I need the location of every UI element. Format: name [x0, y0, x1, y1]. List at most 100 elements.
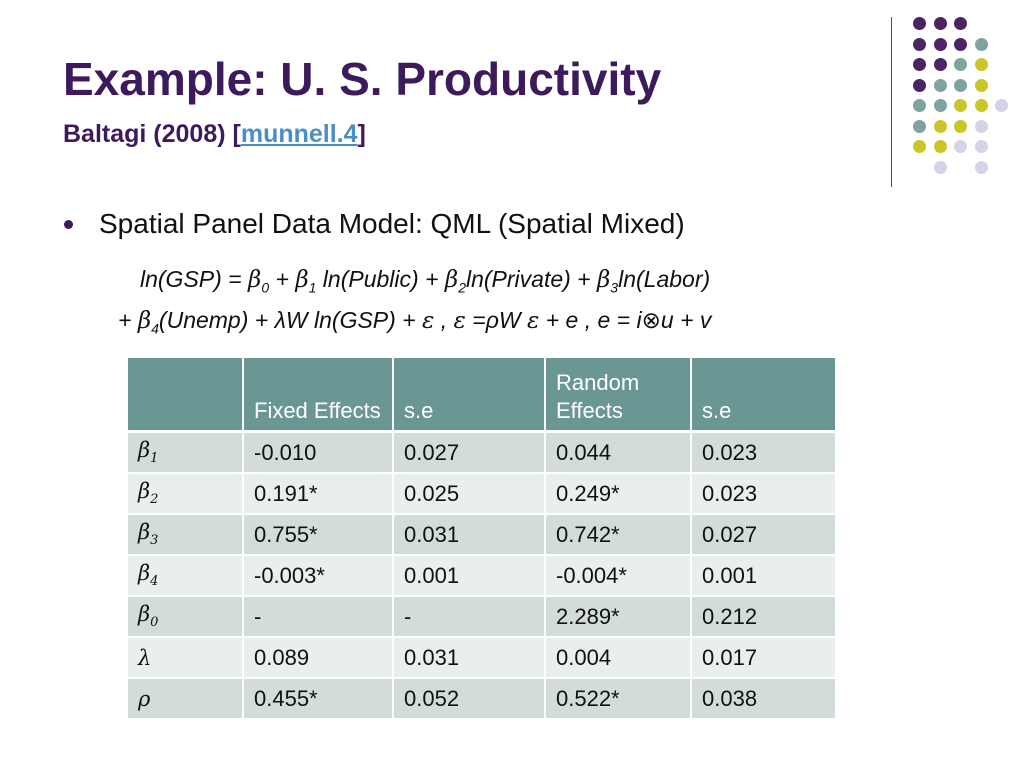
- eq-rho-w: =ρW: [465, 307, 527, 333]
- random-effect-se: 0.001: [691, 555, 837, 597]
- eq-beta-0: β: [248, 267, 262, 293]
- table-row: β4 -0.003* 0.001 -0.004* 0.001: [128, 555, 837, 597]
- param-subscript: 3: [150, 533, 159, 549]
- random-effect-value: -0.004*: [545, 555, 692, 597]
- fixed-effect-value: -: [243, 596, 394, 638]
- param-cell: β2: [128, 473, 244, 515]
- decorative-dot: [933, 160, 947, 174]
- header-fe-se: s.e: [393, 358, 546, 433]
- decorative-dot: [954, 119, 967, 133]
- decorative-dot: [933, 37, 947, 51]
- random-effect-value: 0.742*: [545, 514, 692, 556]
- table-row: λ 0.089 0.031 0.004 0.017: [128, 637, 837, 679]
- fixed-effect-se: 0.031: [393, 514, 546, 556]
- fixed-effect-se: -: [393, 596, 546, 638]
- eq-plus: +: [269, 266, 296, 292]
- munnell-link[interactable]: munnell.4: [240, 120, 358, 148]
- param-symbol: λ: [138, 645, 152, 670]
- fixed-effect-se: 0.031: [393, 637, 546, 679]
- decorative-dot: [954, 17, 967, 30]
- header-random-effects: Random Effects: [545, 358, 692, 433]
- table-row: β3 0.755* 0.031 0.742* 0.027: [128, 514, 837, 556]
- random-effect-se: 0.023: [691, 473, 837, 515]
- decorative-dot: [933, 78, 947, 92]
- header-fixed-effects: Fixed Effects: [243, 358, 394, 433]
- param-cell: β3: [128, 514, 244, 556]
- equation-line-2: + β4(Unemp) + λW ln(GSP) + ε , ε =ρW ε +…: [118, 309, 711, 336]
- param-cell: λ: [128, 637, 244, 679]
- param-cell: β1: [128, 431, 244, 474]
- eq-term-private: ln(Private) +: [465, 266, 597, 292]
- bullet-text: Spatial Panel Data Model: QML (Spatial M…: [99, 208, 685, 239]
- slide-title: Example: U. S. Productivity: [63, 53, 662, 105]
- eq-beta-3: β: [597, 267, 611, 293]
- param-cell: β4: [128, 555, 244, 597]
- subtitle-prefix: Baltagi (2008) [: [63, 120, 241, 148]
- decorative-dot: [995, 99, 1008, 112]
- decorative-dot: [933, 140, 947, 153]
- param-subscript: 1: [150, 451, 159, 467]
- decorative-dot: [954, 99, 967, 112]
- param-symbol: β: [138, 438, 151, 463]
- param-subscript: 4: [150, 574, 159, 590]
- decorative-dot: [954, 140, 967, 153]
- decorative-dot: [913, 17, 926, 30]
- random-effect-value: 0.522*: [545, 678, 692, 720]
- eq-comma: ,: [434, 307, 454, 333]
- param-symbol: β: [138, 479, 151, 504]
- fixed-effect-value: 0.089: [243, 637, 394, 679]
- decorative-dot: [913, 99, 926, 112]
- decorative-dot: [913, 78, 926, 92]
- table-header-row: Fixed Effects s.e Random Effects s.e: [128, 358, 837, 433]
- table-row: β2 0.191* 0.025 0.249* 0.023: [128, 473, 837, 515]
- random-effect-se: 0.038: [691, 678, 837, 720]
- random-effect-se: 0.027: [691, 514, 837, 556]
- eq-sub-0: 0: [261, 279, 270, 296]
- decorative-dot: [933, 58, 947, 71]
- eq-sub-3: 3: [610, 279, 619, 296]
- param-symbol: ρ: [138, 686, 151, 711]
- header-re-se: s.e: [691, 358, 837, 433]
- header-param: [128, 358, 244, 433]
- decorative-dot: [974, 119, 988, 133]
- decorative-dot: [974, 160, 988, 174]
- fixed-effect-value: 0.755*: [243, 514, 394, 556]
- param-subscript: 0: [150, 615, 159, 631]
- eq-beta-2: β: [444, 267, 459, 293]
- decorative-dot: [933, 17, 947, 30]
- table-body: β1 -0.010 0.027 0.044 0.023 β2 0.191* 0.025 0.24…: [128, 431, 837, 720]
- eq-lhs: ln(GSP) =: [140, 266, 249, 292]
- table-row: ρ 0.455* 0.052 0.522* 0.038: [128, 678, 837, 720]
- param-symbol: β: [138, 602, 151, 627]
- eq-lead: +: [118, 307, 138, 333]
- param-cell: β0: [128, 596, 244, 638]
- eq-sub-4: 4: [151, 320, 159, 337]
- decorative-dot: [913, 58, 926, 71]
- random-effect-value: 2.289*: [545, 596, 692, 638]
- decorative-dot: [974, 78, 988, 92]
- slide-subtitle: Baltagi (2008) [munnell.4]: [63, 119, 366, 149]
- table-row: β0- -2.289* 0.212: [128, 596, 837, 638]
- decorative-dot: [954, 37, 967, 51]
- eq-term-public: ln(Public) +: [316, 266, 445, 292]
- eq-epsilon-1: ε: [422, 308, 435, 334]
- random-effect-se: 0.017: [691, 637, 837, 679]
- param-symbol: β: [138, 561, 151, 586]
- eq-beta-4: β: [137, 308, 152, 334]
- eq-sub-2: 2: [458, 279, 466, 296]
- decorative-dot: [913, 119, 926, 133]
- decorative-dot: [954, 78, 967, 92]
- fixed-effect-value: 0.455*: [243, 678, 394, 720]
- eq-sub-1: 1: [308, 279, 317, 296]
- fixed-effect-value: 0.191*: [243, 473, 394, 515]
- decorative-dot: [933, 119, 947, 133]
- param-cell: ρ: [128, 678, 244, 720]
- param-subscript: 2: [150, 492, 159, 508]
- decorative-dot: [954, 58, 967, 71]
- random-effect-value: 0.004: [545, 637, 692, 679]
- decorative-dot: [974, 58, 988, 71]
- param-symbol: β: [138, 520, 151, 545]
- eq-epsilon-2: ε: [453, 308, 466, 334]
- fixed-effect-value: -0.010: [243, 431, 394, 474]
- subtitle-suffix: ]: [357, 120, 366, 148]
